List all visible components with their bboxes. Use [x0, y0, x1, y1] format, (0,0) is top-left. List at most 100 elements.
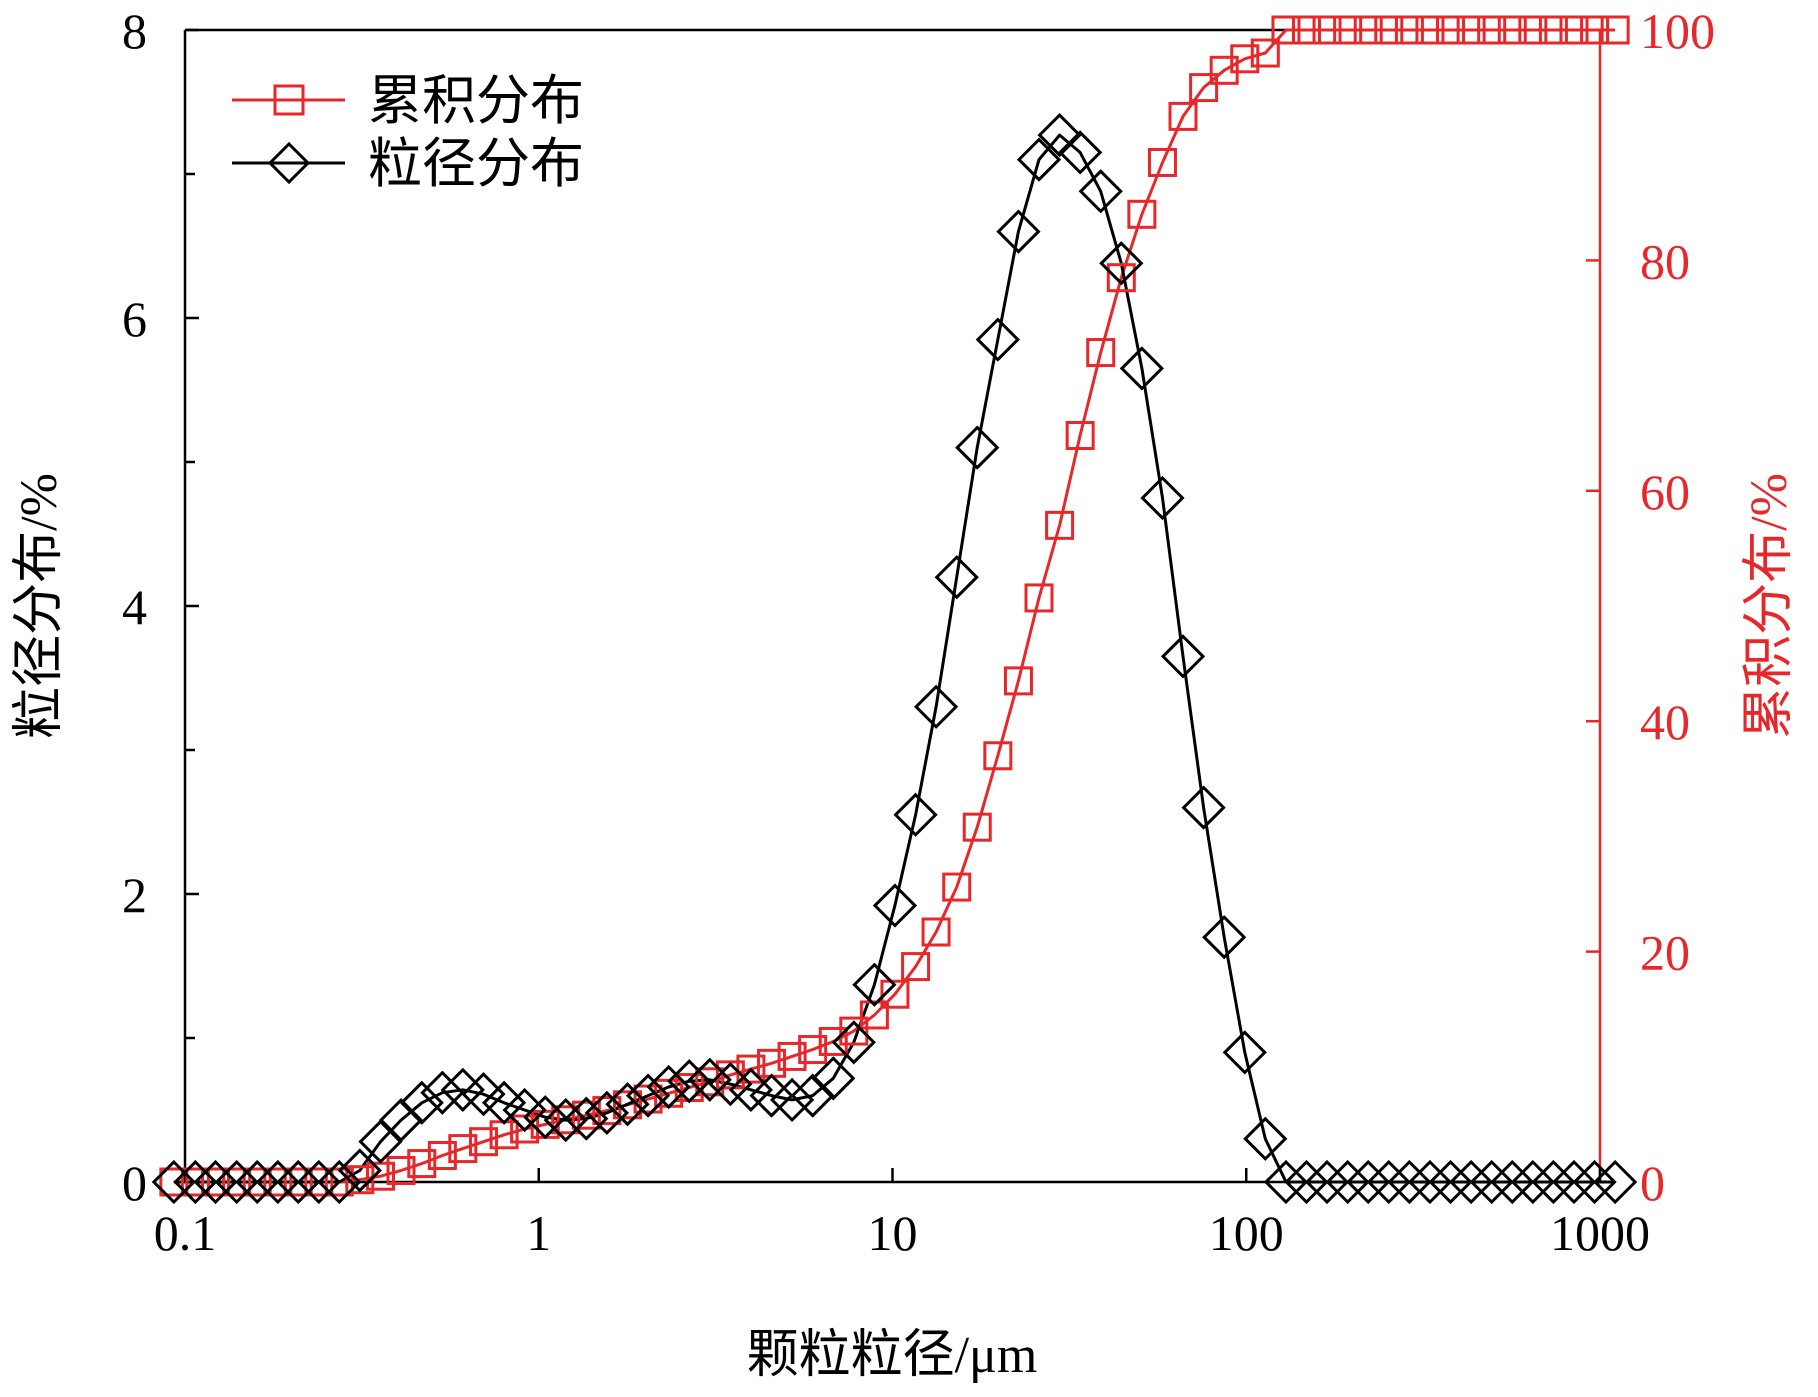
cumulative-point: [159, 1167, 189, 1197]
distribution-point: [996, 209, 1041, 254]
distribution-point: [461, 1072, 506, 1117]
x-tick-label: 10: [868, 1205, 918, 1261]
right-y-tick-label: 80: [1640, 233, 1690, 289]
cumulative-point: [1477, 15, 1507, 45]
cumulative-point: [427, 1141, 457, 1171]
cumulative-point: [1353, 15, 1383, 45]
distribution-point: [1078, 169, 1123, 214]
distribution-point: [1531, 1159, 1576, 1205]
distribution-point: [523, 1095, 568, 1140]
distribution-point: [1222, 1030, 1267, 1075]
cumulative-point: [818, 1026, 848, 1056]
distribution-point: [1016, 137, 1062, 182]
distribution-point: [1387, 1159, 1432, 1205]
cumulative-point: [1045, 510, 1075, 540]
cumulative-point: [839, 1016, 869, 1046]
cumulative-point: [201, 1167, 231, 1197]
distribution-point: [1593, 1159, 1638, 1205]
distribution-line: [173, 133, 1616, 1184]
distribution-point: [1551, 1159, 1597, 1205]
cumulative-point: [345, 1165, 375, 1195]
legend-square-marker: [273, 84, 305, 116]
cumulative-point: [942, 872, 972, 902]
legend-item-cumulative: 累积分布: [232, 71, 584, 131]
distribution-point: [584, 1090, 629, 1136]
distribution-point: [255, 1159, 300, 1205]
distribution-point: [1058, 130, 1103, 175]
distribution-point: [811, 1056, 856, 1101]
right-y-tick-label: 60: [1640, 464, 1690, 520]
distribution-point: [399, 1080, 444, 1125]
distribution-point: [831, 1020, 876, 1065]
right-axis-label: 累积分布/%: [1741, 473, 1798, 739]
right-y-tick-label: 0: [1640, 1155, 1665, 1211]
x-tick-label: 0.1: [154, 1205, 217, 1261]
left-axis-label: 粒径分布/%: [11, 473, 68, 739]
distribution-point: [193, 1159, 238, 1205]
distribution-point: [1263, 1159, 1309, 1205]
distribution-point: [296, 1159, 341, 1205]
cumulative-point: [921, 917, 951, 947]
distribution-point: [1449, 1159, 1494, 1205]
cumulative-point: [1024, 583, 1054, 613]
distribution-point: [1366, 1159, 1411, 1205]
legend-item-distribution: 粒径分布: [232, 134, 584, 194]
cumulative-point: [962, 812, 992, 842]
cumulative-point: [736, 1054, 766, 1084]
cumulative-point: [1291, 15, 1321, 45]
left-y-tick-label: 4: [122, 579, 147, 635]
cumulative-point: [1250, 38, 1280, 68]
distribution-point: [173, 1159, 218, 1205]
cumulative-point: [1580, 15, 1610, 45]
distribution-point: [1325, 1159, 1370, 1205]
distribution-point: [646, 1064, 691, 1110]
distribution-point: [893, 792, 938, 837]
distribution-point: [1469, 1159, 1514, 1205]
x-tick-label: 100: [1209, 1205, 1284, 1261]
cumulative-point: [777, 1041, 807, 1071]
plot-frame: [183, 28, 1602, 1184]
distribution-point: [1572, 1159, 1617, 1205]
distribution-point: [667, 1059, 712, 1104]
cumulative-point: [798, 1035, 828, 1065]
cumulative-point: [1518, 15, 1548, 45]
cumulative-point: [1600, 15, 1630, 45]
distribution-point: [852, 962, 897, 1007]
distribution-point: [1490, 1159, 1535, 1205]
distribution-point: [1407, 1159, 1453, 1205]
distribution-point: [1284, 1159, 1329, 1205]
cumulative-point: [407, 1149, 437, 1179]
cumulative-point: [1436, 15, 1466, 45]
distribution-point: [317, 1159, 362, 1205]
distribution-point: [151, 1159, 196, 1205]
distribution-point: [934, 555, 979, 600]
right-y-tick-label: 40: [1640, 694, 1690, 750]
left-y-tick-label: 8: [122, 3, 147, 59]
x-axis-ticks: 0.1 1 10 100 1000: [154, 1168, 1650, 1261]
cumulative-point: [1333, 15, 1363, 45]
cumulative-point: [1271, 15, 1301, 45]
cumulative-point: [263, 1167, 293, 1197]
distribution-markers: [151, 112, 1638, 1205]
cumulative-point: [1394, 15, 1424, 45]
left-y-tick-label: 2: [122, 867, 147, 923]
cumulative-point: [1127, 199, 1157, 229]
left-y-tick-label: 0: [122, 1155, 147, 1211]
cumulative-point: [1230, 44, 1260, 74]
legend-label-distribution: 粒径分布: [368, 134, 584, 194]
distribution-point: [1304, 1159, 1350, 1205]
legend-diamond-marker: [267, 141, 311, 185]
distribution-point: [543, 1097, 588, 1143]
cumulative-point: [1086, 338, 1116, 368]
distribution-point: [975, 317, 1020, 362]
cumulative-point: [1559, 15, 1589, 45]
distribution-point: [1119, 346, 1164, 391]
distribution-point: [790, 1073, 835, 1118]
cumulative-point: [1312, 15, 1342, 45]
distribution-point: [276, 1159, 321, 1205]
cumulative-point: [1497, 15, 1527, 45]
cumulative-point: [880, 979, 910, 1009]
distribution-point: [1099, 241, 1144, 286]
x-tick-label: 1000: [1550, 1205, 1650, 1261]
